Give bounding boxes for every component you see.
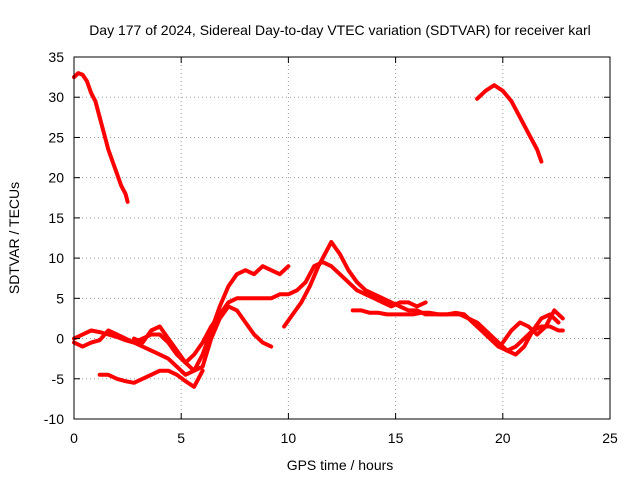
x-axis-label: GPS time / hours [287, 457, 394, 473]
chart-title: Day 177 of 2024, Sidereal Day-to-day VTE… [89, 22, 591, 38]
x-tick-label: 20 [495, 430, 511, 446]
y-tick-label: -10 [44, 411, 64, 427]
y-tick-label: 30 [48, 89, 64, 105]
y-tick-label: 20 [48, 170, 64, 186]
series-track-3 [97, 368, 205, 389]
y-tick-label: 10 [48, 250, 64, 266]
series-track-6 [132, 260, 428, 365]
ticks: 0 5 10 15 20 25 -10 -5 0 5 10 15 20 25 30 35 [44, 49, 618, 446]
x-tick-label: 25 [602, 430, 618, 446]
y-tick-label: 35 [48, 49, 64, 65]
y-tick-label: 15 [48, 210, 64, 226]
y-tick-label: 25 [48, 129, 64, 145]
x-tick-label: 10 [281, 430, 297, 446]
plot-frame [73, 56, 611, 420]
y-tick-label: 5 [56, 290, 64, 306]
series-track-10 [505, 312, 561, 357]
x-tick-label: 5 [177, 430, 185, 446]
series-track-1 [72, 71, 130, 204]
y-tick-label: -5 [52, 371, 65, 387]
x-tick-label: 0 [70, 430, 78, 446]
y-axis-label: SDTVAR / TECUs [6, 182, 22, 294]
x-tick-label: 15 [388, 430, 404, 446]
series-layer [72, 71, 565, 389]
series-track-2 [475, 83, 544, 164]
y-tick-label: 0 [56, 331, 64, 347]
series-track-5 [72, 264, 291, 377]
